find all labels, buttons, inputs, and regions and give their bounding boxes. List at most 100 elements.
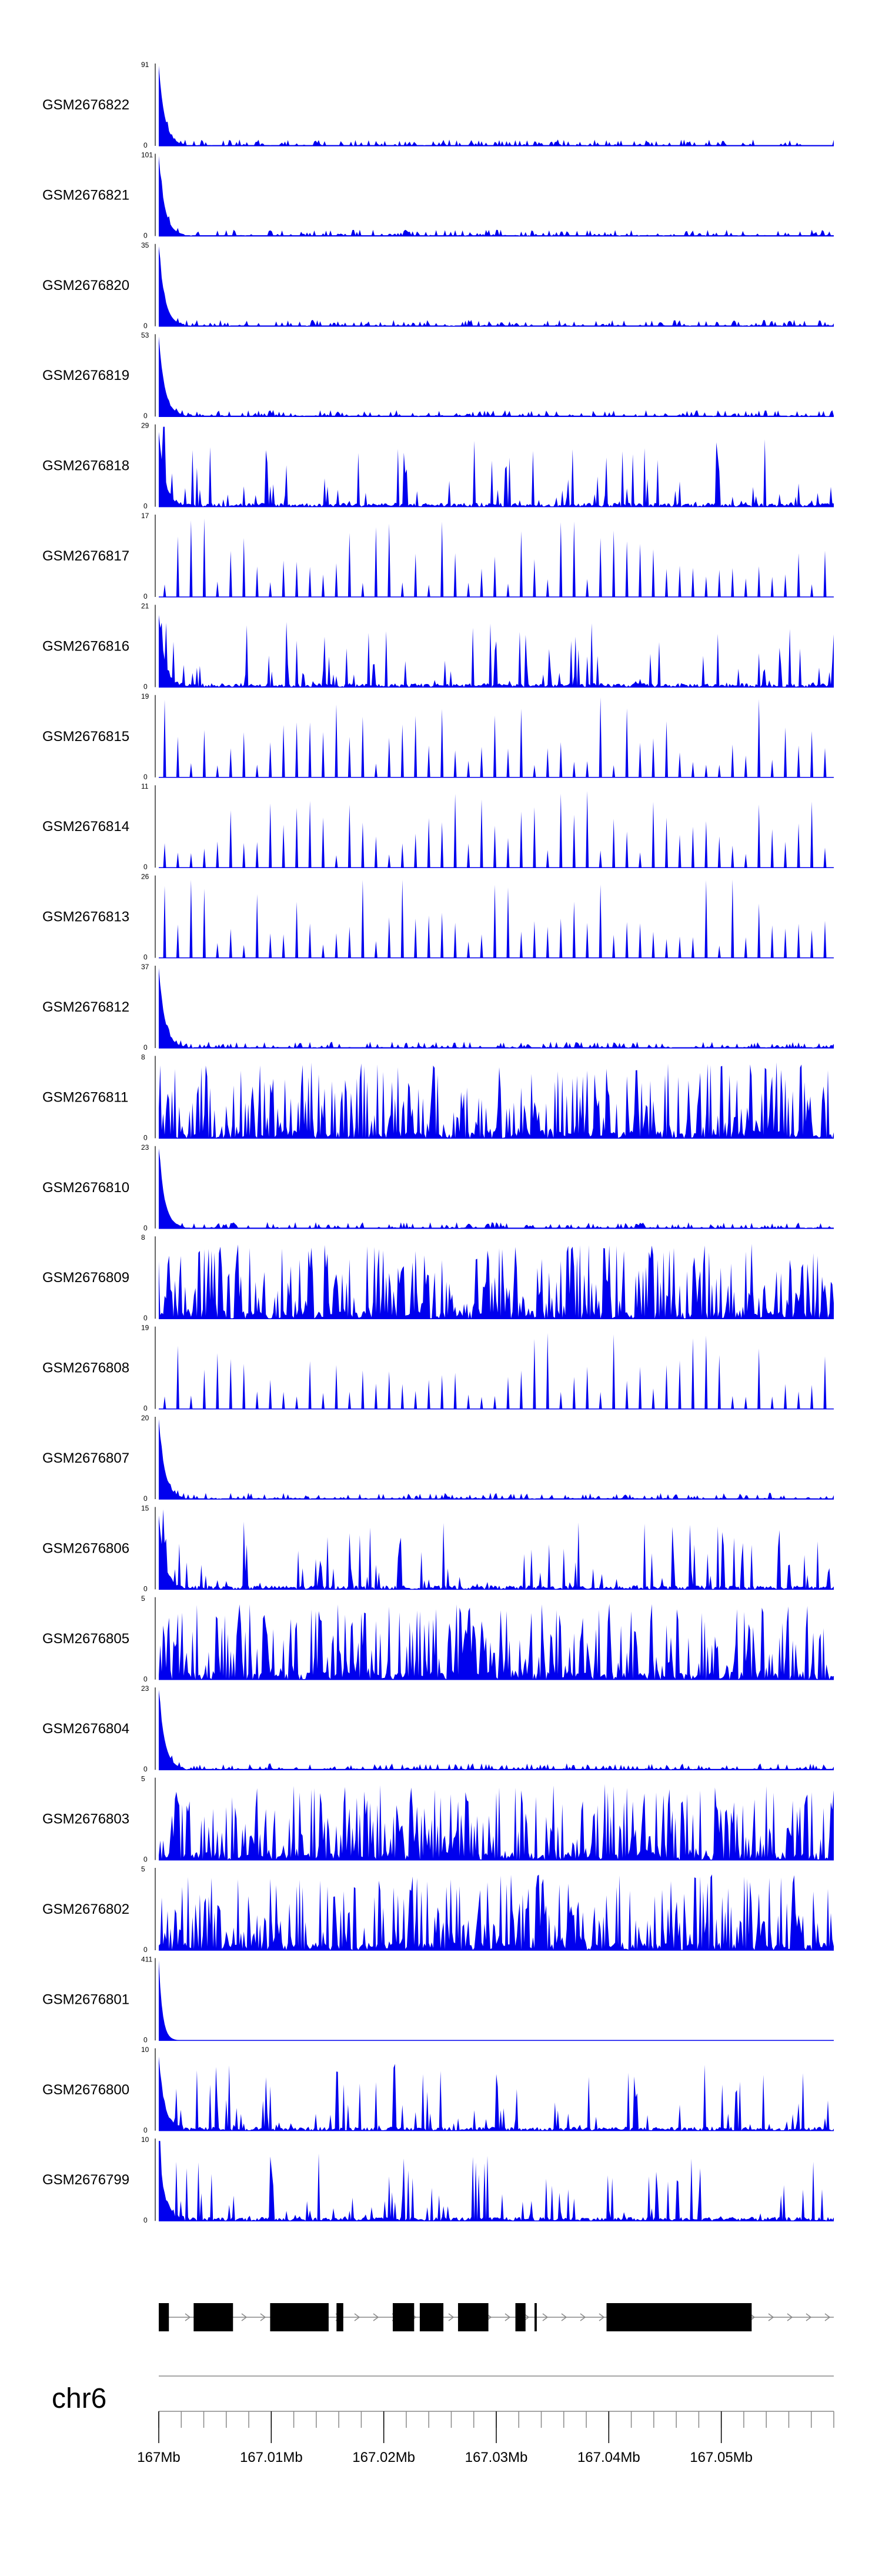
track-label: GSM2676802	[42, 1901, 129, 1917]
exon	[606, 2303, 752, 2331]
track-GSM2676809: GSM2676809 8 0	[42, 1233, 834, 1322]
coverage-area	[159, 1333, 834, 1409]
y-min-label: 0	[143, 2216, 148, 2224]
y-max-label: 8	[141, 1233, 145, 1242]
coverage-area	[159, 1874, 834, 1950]
track-GSM2676800: GSM2676800 10 0	[42, 2046, 834, 2134]
y-min-label: 0	[143, 863, 148, 871]
track-label: GSM2676804	[42, 1721, 129, 1737]
track-label: GSM2676807	[42, 1450, 129, 1466]
track-label: GSM2676808	[42, 1360, 129, 1376]
exon	[336, 2303, 343, 2331]
y-min-label: 0	[143, 2126, 148, 2134]
x-tick-label: 167.03Mb	[465, 2450, 528, 2465]
y-min-label: 0	[143, 773, 148, 781]
y-min-label: 0	[143, 1314, 148, 1322]
coverage-area	[159, 156, 834, 236]
y-min-label: 0	[143, 953, 148, 962]
coverage-area	[159, 1509, 834, 1590]
y-max-label: 8	[141, 1053, 145, 1061]
y-max-label: 26	[141, 873, 149, 881]
x-tick-label: 167.04Mb	[577, 2450, 640, 2465]
y-min-label: 0	[143, 1584, 148, 1593]
y-max-label: 35	[141, 241, 149, 249]
strand-arrow	[599, 2313, 605, 2321]
track-GSM2676818: GSM2676818 29 0	[42, 422, 834, 510]
track-GSM2676807: GSM2676807 20 0	[42, 1414, 834, 1503]
y-max-label: 23	[141, 1684, 149, 1693]
exon	[419, 2303, 444, 2331]
coverage-area	[159, 791, 834, 868]
coverage-area	[159, 1960, 834, 2041]
exon	[270, 2303, 329, 2331]
y-min-label: 0	[143, 322, 148, 330]
coverage-area	[159, 697, 834, 778]
track-GSM2676814: GSM2676814 11 0	[42, 782, 834, 871]
strand-arrow	[768, 2313, 774, 2321]
strand-arrow	[561, 2313, 567, 2321]
y-min-label: 0	[143, 1043, 148, 1052]
track-GSM2676799: GSM2676799 10 0	[42, 2135, 834, 2224]
y-max-label: 5	[141, 1594, 145, 1603]
track-label: GSM2676810	[42, 1180, 129, 1196]
y-min-label: 0	[143, 1494, 148, 1503]
track-GSM2676815: GSM2676815 19 0	[42, 692, 834, 781]
y-min-label: 0	[143, 1224, 148, 1232]
track-label: GSM2676821	[42, 187, 129, 203]
exon	[159, 2303, 169, 2331]
gene-model-track	[159, 2303, 834, 2331]
strand-arrow	[373, 2313, 379, 2321]
track-label: GSM2676806	[42, 1540, 129, 1556]
coverage-tracks: GSM2676822910GSM26768211010GSM2676820350…	[42, 61, 834, 2224]
strand-arrow	[448, 2313, 455, 2321]
track-GSM2676816: GSM2676816 21 0	[42, 602, 834, 690]
coverage-area	[159, 1690, 834, 1770]
y-max-label: 19	[141, 692, 149, 700]
strand-arrow	[260, 2313, 266, 2321]
y-max-label: 53	[141, 331, 149, 339]
track-label: GSM2676816	[42, 638, 129, 654]
strand-arrow	[505, 2313, 511, 2321]
track-GSM2676821: GSM2676821 101 0	[42, 151, 834, 239]
track-label: GSM2676813	[42, 909, 129, 925]
y-min-label: 0	[143, 502, 148, 510]
track-label: GSM2676803	[42, 1811, 129, 1827]
track-label: GSM2676817	[42, 548, 129, 564]
y-max-label: 10	[141, 2046, 149, 2054]
exon	[193, 2303, 233, 2331]
track-GSM2676810: GSM2676810 23 0	[42, 1143, 834, 1232]
coverage-area	[159, 1604, 834, 1680]
track-GSM2676822: GSM2676822 91 0	[42, 61, 834, 149]
y-max-label: 411	[141, 1955, 152, 1963]
track-GSM2676811: GSM2676811 8 0	[42, 1053, 834, 1142]
track-label: GSM2676800	[42, 2082, 129, 2098]
coverage-area	[159, 246, 834, 326]
y-max-label: 29	[141, 422, 149, 430]
y-max-label: 37	[141, 963, 149, 971]
y-min-label: 0	[143, 1133, 148, 1142]
coverage-area	[159, 336, 834, 417]
track-GSM2676802: GSM2676802 5 0	[42, 1865, 834, 1954]
track-label: GSM2676812	[42, 999, 129, 1015]
track-GSM2676801: GSM2676801 411 0	[42, 1955, 834, 2044]
y-max-label: 11	[141, 782, 149, 790]
track-GSM2676804: GSM2676804 23 0	[42, 1684, 834, 1773]
track-label: GSM2676814	[42, 819, 129, 835]
coverage-area	[159, 1062, 834, 1139]
coverage-area	[159, 518, 834, 597]
y-min-label: 0	[143, 682, 148, 690]
y-min-label: 0	[143, 1946, 148, 1954]
strand-arrow	[354, 2313, 360, 2321]
y-min-label: 0	[143, 1404, 148, 1413]
coverage-area	[159, 66, 834, 146]
coverage-area	[159, 1784, 834, 1860]
x-tick-label: 167.02Mb	[352, 2450, 415, 2465]
y-min-label: 0	[143, 1675, 148, 1683]
x-tick-label: 167Mb	[137, 2450, 180, 2465]
track-label: GSM2676805	[42, 1631, 129, 1647]
strand-arrow	[824, 2313, 831, 2321]
track-GSM2676808: GSM2676808 19 0	[42, 1324, 834, 1413]
coverage-area	[159, 968, 834, 1048]
track-label: GSM2676811	[42, 1089, 128, 1105]
